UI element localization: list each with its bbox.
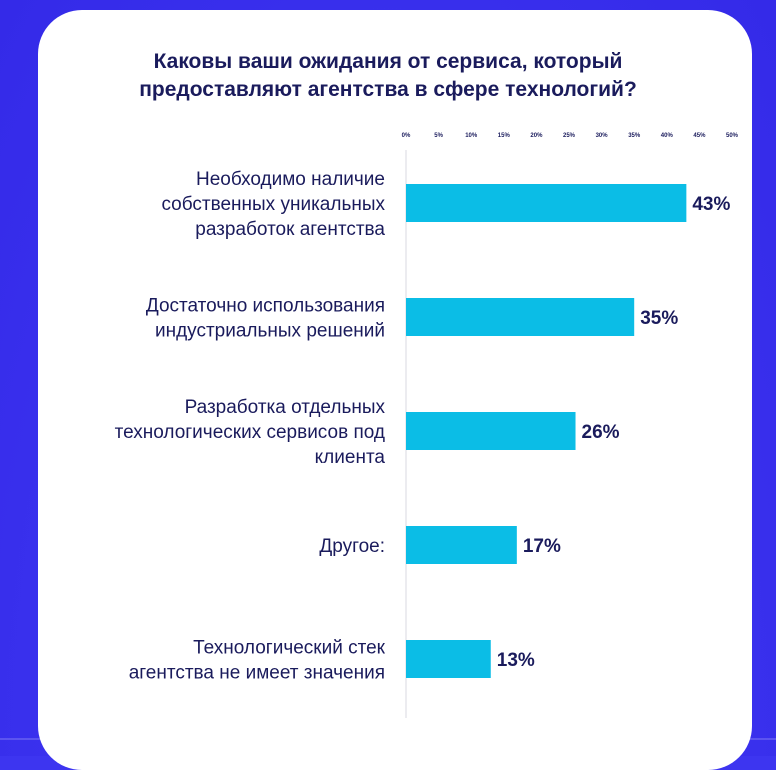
x-tick-label: 5% [434, 133, 443, 139]
chart-title: Каковы ваши ожидания от сервиса, который… [0, 48, 776, 104]
bar [406, 184, 687, 222]
category-label: собственных уникальных [161, 194, 385, 215]
x-tick-label: 15% [498, 133, 511, 139]
category-label: агентства не имеет значения [129, 663, 385, 684]
chart-title-line-1: Каковы ваши ожидания от сервиса, который [153, 50, 623, 73]
bar-value-label: 35% [640, 308, 678, 329]
bar [406, 298, 635, 336]
category-label: Технологический стек [193, 638, 386, 659]
bar [406, 640, 491, 678]
bar-value-label: 17% [523, 536, 561, 557]
category-label: Другое: [319, 536, 385, 557]
category-label: Необходимо наличие [196, 169, 385, 190]
bar-value-label: 43% [692, 194, 730, 215]
category-label: индустриальных решений [155, 321, 385, 342]
bar-value-label: 13% [497, 650, 535, 671]
bar [406, 526, 517, 564]
x-tick-label: 30% [596, 133, 609, 139]
category-label: технологических сервисов под [115, 422, 385, 443]
bar [406, 412, 576, 450]
x-tick-label: 35% [628, 133, 641, 139]
category-label: Разработка отдельных [185, 397, 386, 418]
chart-title-line-2: предоставляют агентства в сфере технолог… [139, 78, 637, 101]
category-label: разработок агентства [195, 219, 385, 240]
category-label: Достаточно использования [146, 296, 385, 317]
chart-card [38, 10, 752, 770]
x-tick-label: 45% [693, 133, 706, 139]
x-tick-label: 25% [563, 133, 576, 139]
x-tick-label: 20% [530, 133, 543, 139]
x-tick-label: 40% [661, 133, 674, 139]
bar-value-label: 26% [582, 422, 620, 443]
x-tick-label: 0% [402, 133, 411, 139]
x-tick-label: 50% [726, 133, 739, 139]
category-label: клиента [315, 447, 386, 468]
x-tick-label: 10% [465, 133, 478, 139]
